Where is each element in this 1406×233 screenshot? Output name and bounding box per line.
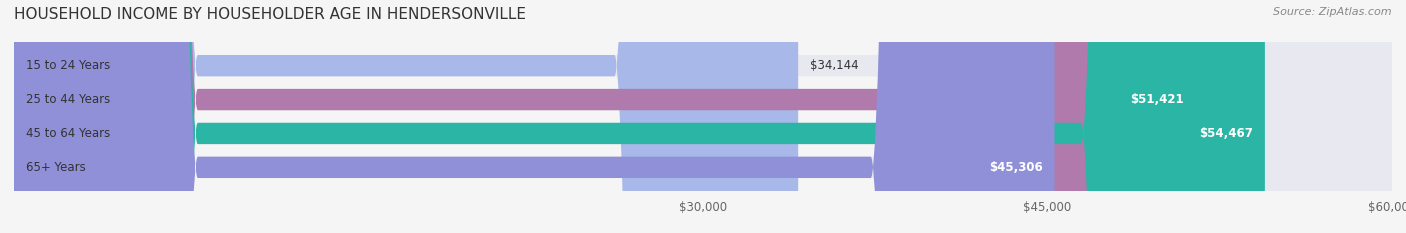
FancyBboxPatch shape <box>14 0 1392 233</box>
FancyBboxPatch shape <box>14 0 1265 233</box>
Text: $45,306: $45,306 <box>990 161 1043 174</box>
FancyBboxPatch shape <box>14 0 1392 233</box>
Text: Source: ZipAtlas.com: Source: ZipAtlas.com <box>1274 7 1392 17</box>
Text: 15 to 24 Years: 15 to 24 Years <box>25 59 110 72</box>
FancyBboxPatch shape <box>14 0 1195 233</box>
Text: $54,467: $54,467 <box>1199 127 1253 140</box>
FancyBboxPatch shape <box>14 0 1392 233</box>
FancyBboxPatch shape <box>14 0 799 233</box>
Text: $34,144: $34,144 <box>810 59 858 72</box>
Text: 25 to 44 Years: 25 to 44 Years <box>25 93 110 106</box>
FancyBboxPatch shape <box>14 0 1392 233</box>
Text: 45 to 64 Years: 45 to 64 Years <box>25 127 110 140</box>
Text: HOUSEHOLD INCOME BY HOUSEHOLDER AGE IN HENDERSONVILLE: HOUSEHOLD INCOME BY HOUSEHOLDER AGE IN H… <box>14 7 526 22</box>
FancyBboxPatch shape <box>14 0 1054 233</box>
Text: 65+ Years: 65+ Years <box>25 161 86 174</box>
Text: $51,421: $51,421 <box>1130 93 1184 106</box>
